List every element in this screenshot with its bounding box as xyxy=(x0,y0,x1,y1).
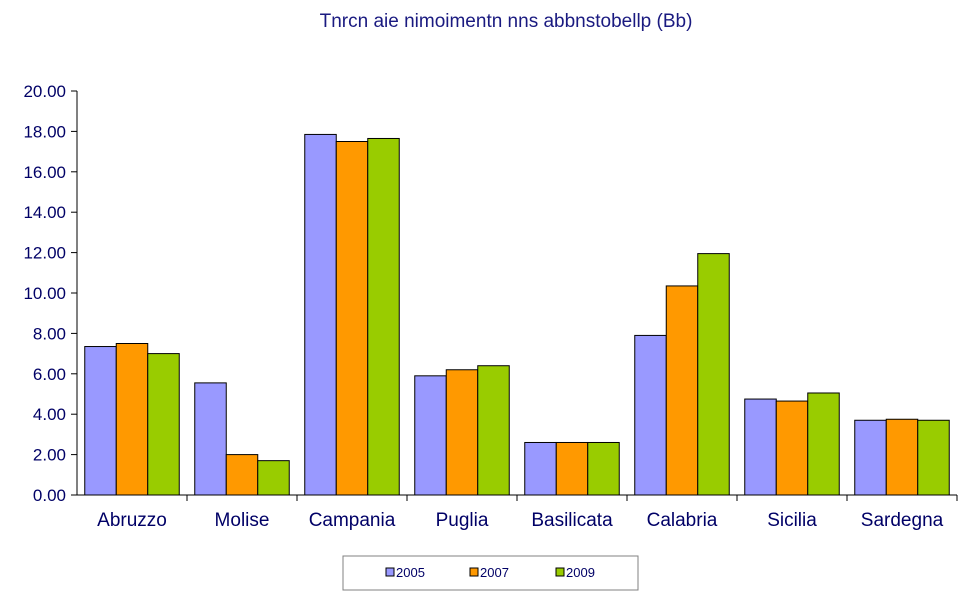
bar-molise-2005 xyxy=(194,382,227,496)
bar-basilicata-2009 xyxy=(587,441,620,496)
bar-molise-2009 xyxy=(257,460,290,496)
bar-campania-2005 xyxy=(304,133,337,496)
y-tick-label: 6.00 xyxy=(33,365,66,384)
legend-label-2005: 2005 xyxy=(396,565,425,580)
x-tick-label: Campania xyxy=(309,510,396,531)
bar-calabria-2009 xyxy=(697,253,730,496)
x-axis-ticks: Abruzzo Molise Campania Puglia Basilicata Cal… xyxy=(97,495,958,531)
y-tick-label: 2.00 xyxy=(33,446,66,465)
bar-calabria-2005 xyxy=(634,334,667,496)
y-tick-label: 10.00 xyxy=(23,284,66,303)
legend-swatch-2009 xyxy=(555,567,565,577)
legend-swatch-2005 xyxy=(385,567,395,577)
y-tick-label: 18.00 xyxy=(23,122,66,141)
chart-title: Tnrcn aie nimoimentn nns abbnstobellp (B… xyxy=(320,11,693,32)
x-tick-label: Basilicata xyxy=(531,510,613,531)
bar-abruzzo-2009 xyxy=(147,353,180,496)
y-tick-label: 14.00 xyxy=(23,203,66,222)
bar-puglia-2005 xyxy=(414,375,447,496)
bar-sicilia-2009 xyxy=(807,392,840,496)
legend-swatch-2007 xyxy=(469,567,479,577)
bar-puglia-2007 xyxy=(445,369,479,496)
y-tick-label: 20.00 xyxy=(23,82,66,101)
x-tick-label: Molise xyxy=(215,510,270,531)
bar-puglia-2009 xyxy=(477,365,510,496)
bar-basilicata-2007 xyxy=(555,441,589,496)
x-tick-label: Sardegna xyxy=(861,510,944,531)
bar-abruzzo-2007 xyxy=(115,343,149,496)
bar-basilicata-2005 xyxy=(524,441,557,496)
legend-label-2009: 2009 xyxy=(566,565,595,580)
bar-campania-2009 xyxy=(367,137,400,496)
bar-campania-2007 xyxy=(335,141,369,496)
bars xyxy=(84,133,950,496)
y-axis-ticks: 0.00 2.00 4.00 6.00 8.00 10.00 12.00 14.00 16.00… xyxy=(23,82,77,505)
bar-calabria-2007 xyxy=(665,285,699,496)
legend: 2005 2007 2009 xyxy=(342,555,639,591)
y-tick-label: 16.00 xyxy=(23,163,66,182)
x-tick-label: Sicilia xyxy=(767,510,817,531)
legend-label-2007: 2007 xyxy=(480,565,509,580)
bar-sardegna-2007 xyxy=(885,418,919,496)
x-tick-label: Calabria xyxy=(647,510,718,531)
x-tick-label: Abruzzo xyxy=(97,510,167,531)
bar-sardegna-2009 xyxy=(917,419,950,496)
x-tick-label: Puglia xyxy=(436,510,489,531)
y-tick-label: 12.00 xyxy=(23,244,66,263)
bar-sicilia-2005 xyxy=(744,398,777,496)
y-tick-label: 0.00 xyxy=(33,486,66,505)
bar-abruzzo-2005 xyxy=(84,346,117,496)
bar-sicilia-2007 xyxy=(775,400,809,496)
bar-sardegna-2005 xyxy=(854,419,887,496)
y-tick-label: 4.00 xyxy=(33,405,66,424)
y-tick-label: 8.00 xyxy=(33,324,66,343)
bar-molise-2007 xyxy=(225,454,259,496)
